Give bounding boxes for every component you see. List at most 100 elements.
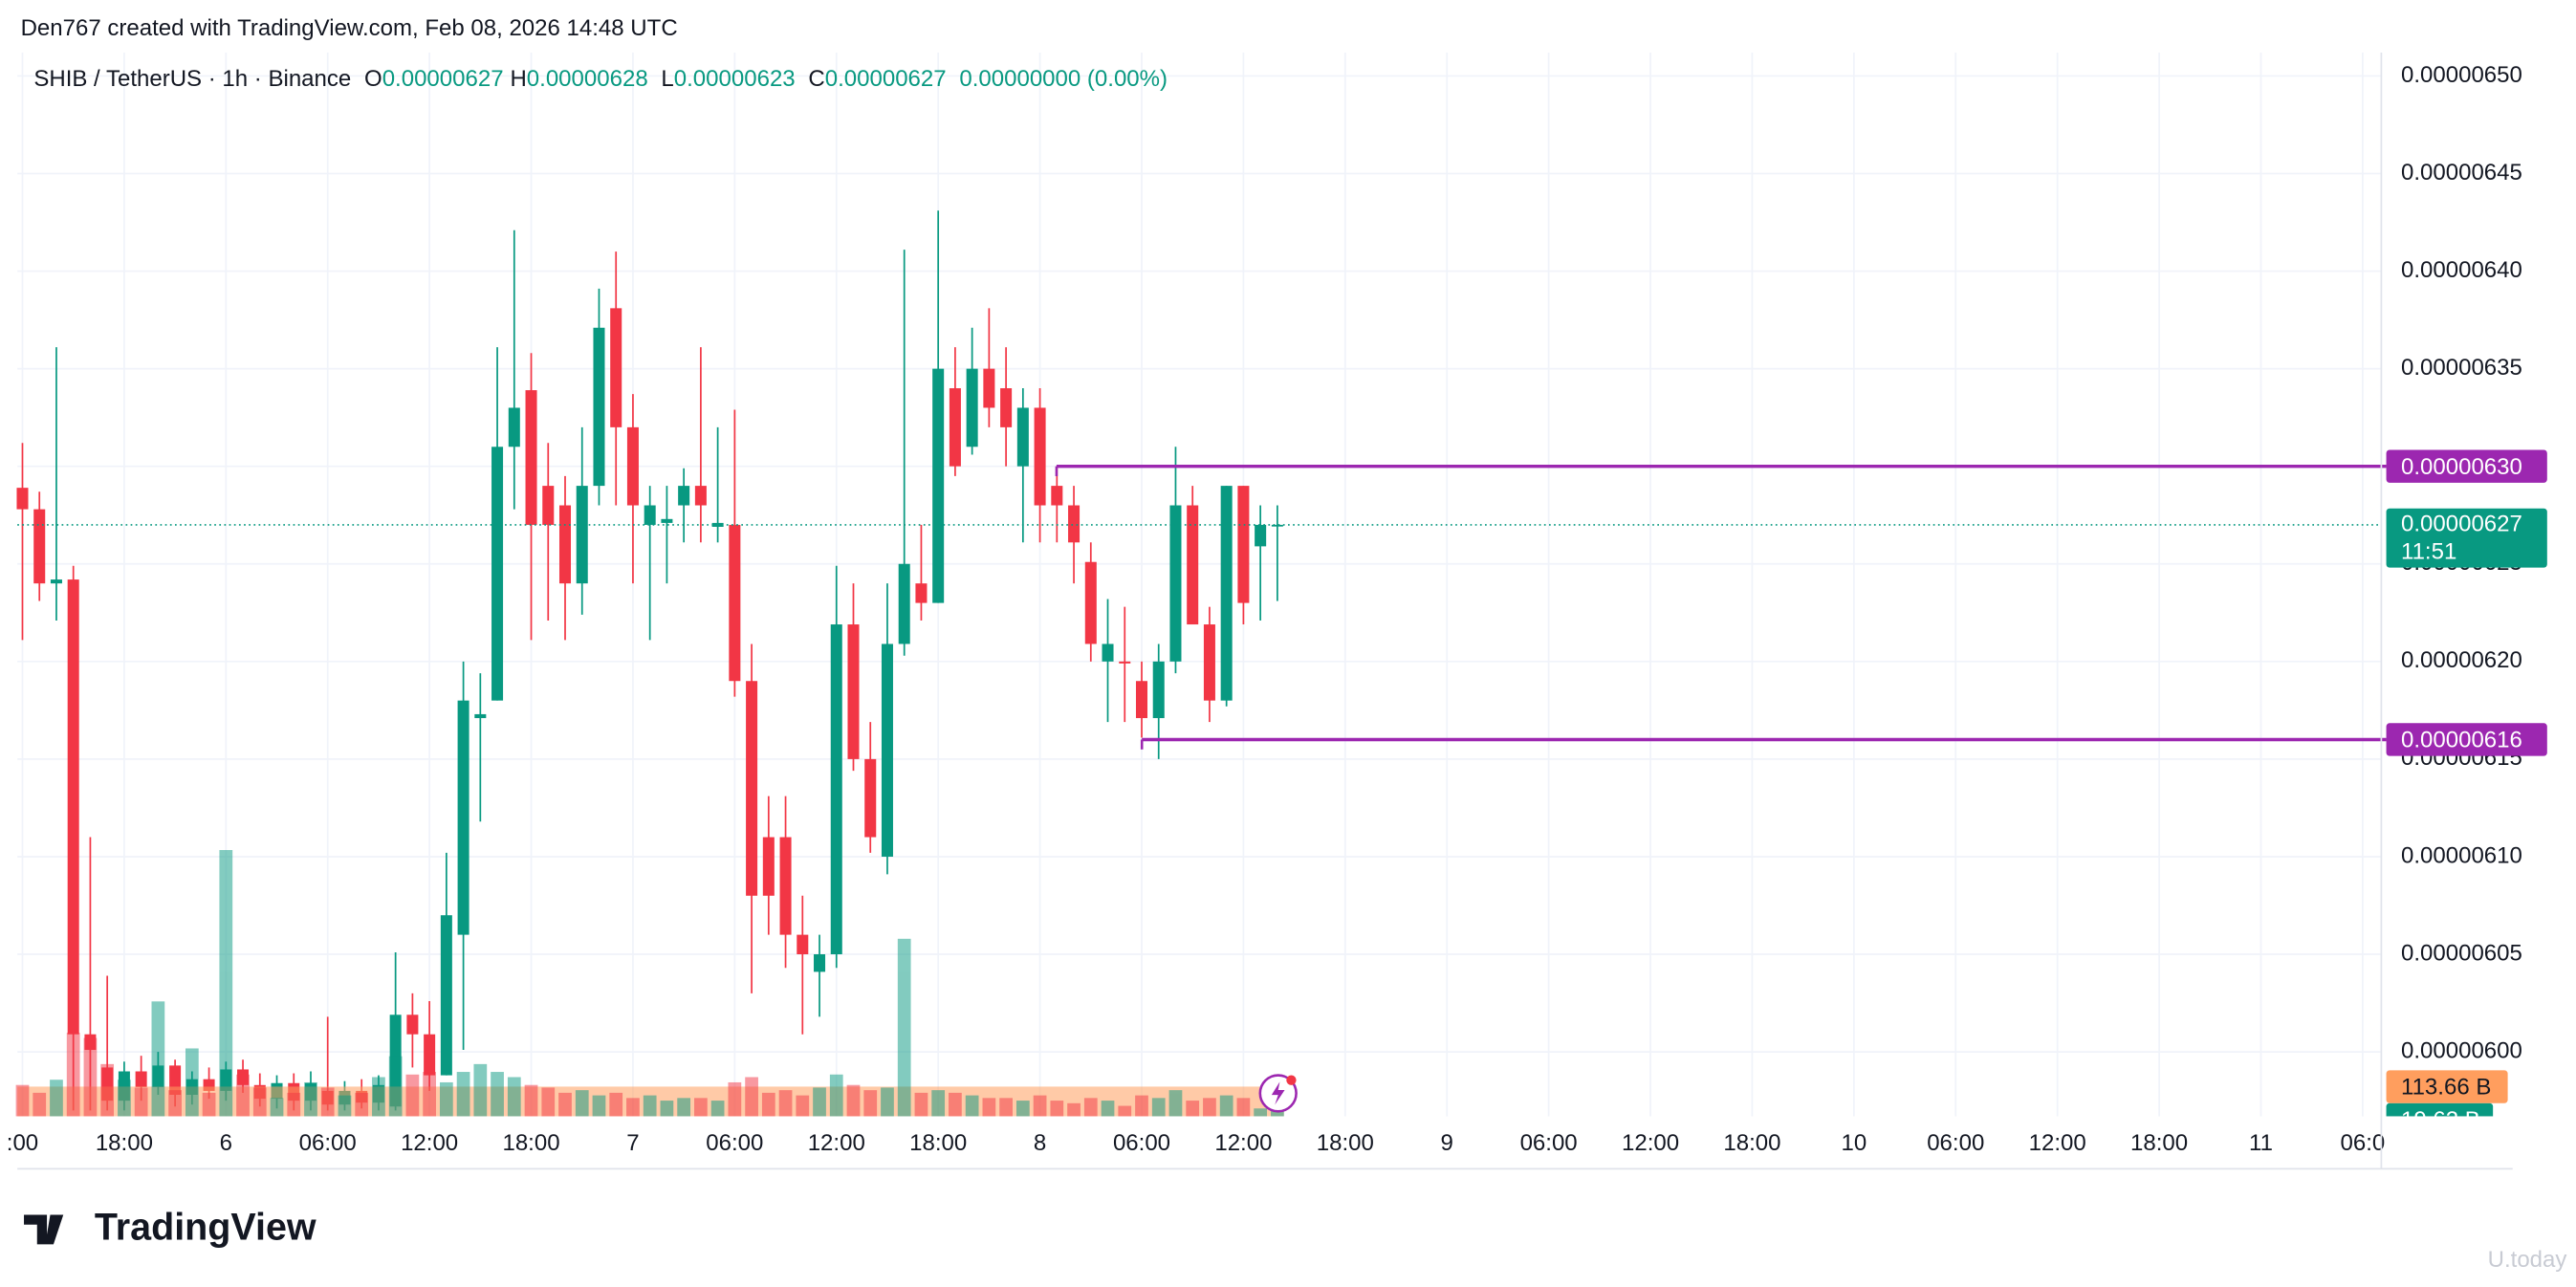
volume-bar (728, 1081, 742, 1117)
volume-bar (372, 1077, 385, 1117)
x-tick-label: 6 (220, 1130, 232, 1156)
y-tick-label: 0.00000605 (2401, 940, 2522, 966)
candle-body (814, 954, 826, 972)
candle-body (1102, 644, 1114, 662)
volume-bar (761, 1092, 775, 1117)
volume-bar (1186, 1101, 1200, 1117)
countdown: 11:51 (2401, 538, 2456, 564)
volume-bar (219, 850, 233, 1117)
candle-body (50, 579, 62, 584)
alert-icon (1258, 1074, 1298, 1113)
symbol-title: SHIB / TetherUS · 1h · Binance (33, 66, 351, 92)
volume-bar (1254, 1108, 1268, 1117)
candle-body (610, 308, 622, 427)
icon-dot (1286, 1075, 1297, 1085)
volume-bar (1219, 1095, 1233, 1117)
volume-bar (355, 1092, 369, 1117)
volume-bar (626, 1098, 640, 1117)
volume-bar (643, 1095, 657, 1117)
candle-body (661, 518, 673, 523)
candle-body (881, 644, 893, 857)
volume-bar (1236, 1098, 1251, 1117)
candle-body (16, 488, 29, 510)
candle-body (558, 505, 572, 584)
candle-body (644, 505, 656, 525)
volume-ma-label: 113.66 B (2401, 1075, 2491, 1101)
candle-body (542, 486, 555, 525)
legend-value: 0.00000627 (825, 66, 947, 92)
candle-body (966, 368, 978, 447)
y-tick-label: 0.00000620 (2401, 647, 2522, 673)
y-tick-label: 0.00000600 (2401, 1037, 2522, 1063)
candle-body (457, 700, 469, 935)
volume-bar (575, 1090, 589, 1117)
y-tick-label: 0.00000640 (2401, 257, 2522, 283)
volume-bar (1033, 1095, 1047, 1117)
credit: Den767 created with TradingView.com, Feb… (21, 15, 678, 41)
x-tick-label: 18:00 (502, 1130, 559, 1156)
volume-bar (1168, 1090, 1183, 1117)
volume-bar (287, 1092, 301, 1117)
volume-bar (897, 938, 911, 1117)
volume-bar (50, 1080, 63, 1117)
candle-body (1016, 407, 1029, 467)
candle-body (1135, 681, 1148, 719)
x-tick-label: 18:00 (1317, 1130, 1374, 1156)
icon-bolt (1271, 1081, 1285, 1105)
volume-bar (304, 1081, 317, 1117)
volume-bar (33, 1092, 47, 1117)
x-tick-label: 18:00 (909, 1130, 967, 1156)
volume-bar (1118, 1105, 1132, 1117)
candle-body (593, 327, 605, 487)
volume-bar (1101, 1101, 1115, 1117)
volume-bar (965, 1095, 979, 1117)
volume-bar (405, 1074, 420, 1117)
legend-value: 0.00000628 (527, 66, 648, 92)
legend-key: C (808, 66, 824, 92)
volume-bar (439, 1081, 453, 1117)
volume-bar (423, 1072, 436, 1117)
x-tick-label: 12:00 (401, 1130, 458, 1156)
plot-layer (16, 210, 1284, 1117)
logo-dot (50, 1214, 60, 1225)
x-tick-label: 06:0 (2341, 1130, 2386, 1156)
volume-bar (507, 1077, 521, 1117)
candle-body (779, 837, 792, 935)
brand: TradingView (95, 1206, 317, 1248)
volume-bar (1015, 1101, 1030, 1117)
volume-bar (1151, 1098, 1166, 1117)
volume-bar (270, 1098, 284, 1117)
volume-bar (745, 1077, 758, 1117)
volume-bar (558, 1092, 572, 1117)
candle-body (406, 1014, 419, 1035)
volume-bar (15, 1084, 30, 1117)
x-tick-label: 06:00 (1927, 1130, 1984, 1156)
candle-body (847, 624, 860, 759)
candle-body (1084, 561, 1097, 644)
x-tick-label: :00 (7, 1130, 38, 1156)
x-tick-label: 18:00 (1723, 1130, 1780, 1156)
x-tick-label: 06:00 (1520, 1130, 1578, 1156)
candle-body (1203, 624, 1215, 701)
candle-body (830, 624, 842, 955)
volume-bar (66, 1033, 80, 1117)
level-label-box (2386, 723, 2547, 756)
candle-body (424, 1034, 436, 1076)
candle-body (1000, 388, 1013, 427)
candle-body (1271, 524, 1283, 527)
legend: SHIB / TetherUS · 1h · Binance O0.0000062… (33, 66, 1168, 92)
candle-body (1152, 661, 1165, 719)
legend-key: H (510, 66, 526, 92)
candle-body (1034, 407, 1046, 506)
x-tick-label: 8 (1034, 1130, 1046, 1156)
candle-body (678, 486, 690, 506)
x-tick-label: 10 (1841, 1130, 1867, 1156)
volume-bar (914, 1092, 928, 1117)
last-price-box (2386, 508, 2547, 568)
x-tick-label: 06:00 (299, 1130, 357, 1156)
candle-body (1237, 486, 1250, 603)
volume-bar (456, 1072, 470, 1117)
volume-bar (931, 1090, 946, 1117)
volume-bar (338, 1095, 352, 1117)
